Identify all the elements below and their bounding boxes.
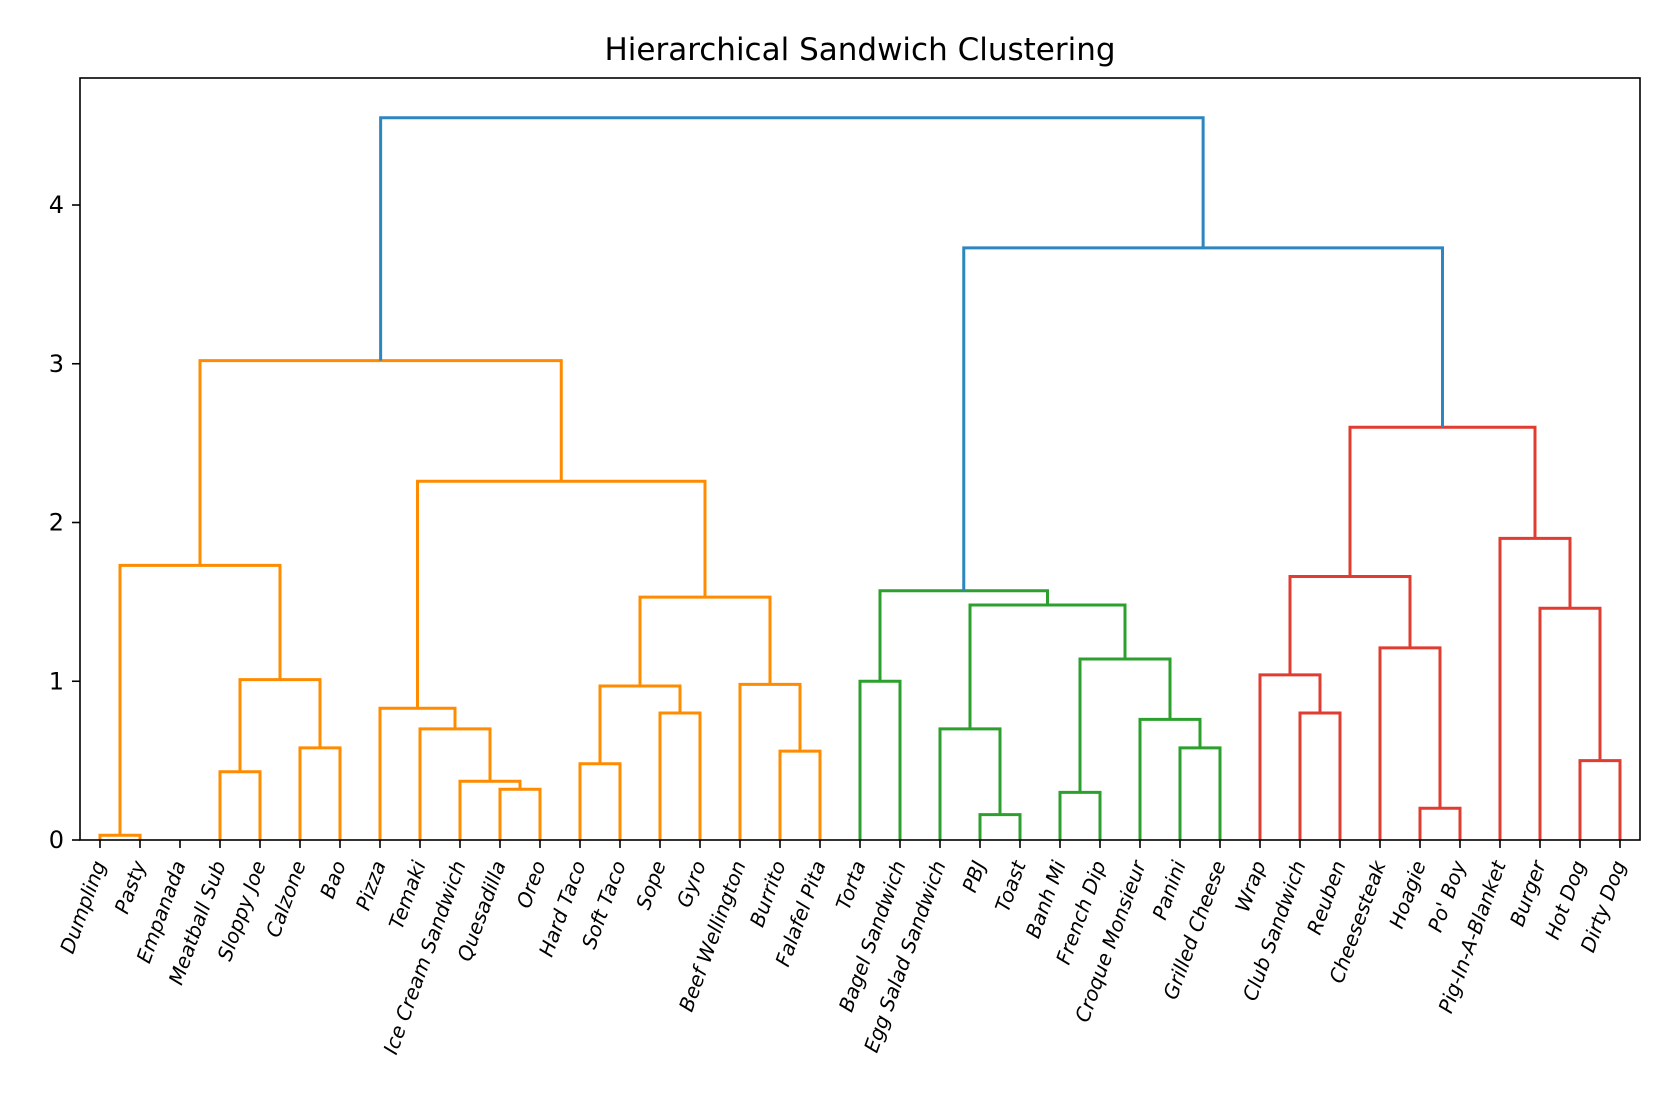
dendrogram-link-m33	[1538, 606, 1602, 840]
y-tick-label: 2	[49, 509, 64, 537]
dendrogram-link-m10	[578, 762, 622, 840]
leaf-label: PBJ	[957, 857, 990, 895]
dendrogram-link-m2	[218, 770, 262, 840]
leaf-label: Wrap	[1230, 858, 1271, 916]
dendrogram-link-m34	[1498, 536, 1572, 840]
dendrogram-link-m20	[938, 727, 1002, 840]
dendrogram-link-m21	[1058, 790, 1102, 840]
leaf-label: Torta	[831, 858, 871, 913]
leaf-label: Toast	[990, 856, 1031, 915]
leaf-label: Pasty	[110, 856, 152, 916]
dendrogram-link-m17	[198, 359, 563, 566]
y-tick-label: 3	[49, 350, 64, 378]
dendrogram-links	[98, 116, 1622, 840]
leaf-label: Burrito	[745, 858, 791, 931]
dendrogram-link-m19	[978, 813, 1022, 840]
leaf-label: Bao	[315, 858, 351, 902]
chart-title: Hierarchical Sandwich Clustering	[604, 32, 1115, 68]
dendrogram-link-m27	[1298, 711, 1342, 840]
leaf-label: Sope	[631, 858, 671, 913]
dendrogram-link-m35	[1348, 425, 1537, 577]
y-axis: 0 1 2 3 4	[49, 191, 80, 854]
dendrogram-link-m5	[118, 563, 282, 836]
dendrogram-link-m16	[416, 479, 707, 709]
dendrogram-link-m31	[1288, 574, 1412, 675]
leaf-label: Temaki	[384, 857, 431, 932]
dendrogram-link-m15	[638, 595, 772, 687]
dendrogram-link-m8	[418, 727, 492, 840]
dendrogram-link-m12	[598, 684, 682, 764]
dendrogram-link-m4	[238, 678, 322, 772]
leaf-label: Gyro	[672, 858, 711, 911]
dendrogram-link-m23	[1138, 717, 1202, 840]
dendrogram-link-m14	[738, 682, 802, 840]
leaf-label: Hoagie	[1384, 858, 1431, 932]
dendrogram-link-m29	[1418, 806, 1462, 840]
y-tick-label: 1	[49, 667, 64, 695]
dendrogram-link-m3	[298, 746, 342, 840]
dendrogram-link-m6	[498, 787, 542, 840]
leaf-label: Burger	[1505, 856, 1551, 930]
dendrogram-link-m13	[778, 749, 822, 840]
dendrogram-link-m36	[962, 246, 1444, 591]
y-tick-label: 0	[49, 826, 64, 854]
dendrogram-link-m11	[658, 711, 702, 840]
leaf-label: Dumpling	[55, 858, 111, 957]
dendrogram-link-m32	[1578, 759, 1622, 840]
dendrogram-link-m18	[858, 679, 902, 840]
dendrogram-link-m22	[1178, 746, 1222, 840]
leaf-label: Oreo	[512, 858, 551, 912]
leaf-label: Panini	[1147, 857, 1190, 923]
leaf-label: Pizza	[351, 858, 391, 914]
dendrogram-link-m37	[379, 116, 1205, 361]
dendrogram-link-m30	[1378, 646, 1442, 840]
dendrogram-link-m24	[1078, 657, 1172, 793]
dendrogram-link-m28	[1258, 673, 1322, 840]
y-tick-label: 4	[49, 191, 64, 219]
dendrogram-link-m25	[968, 603, 1127, 729]
